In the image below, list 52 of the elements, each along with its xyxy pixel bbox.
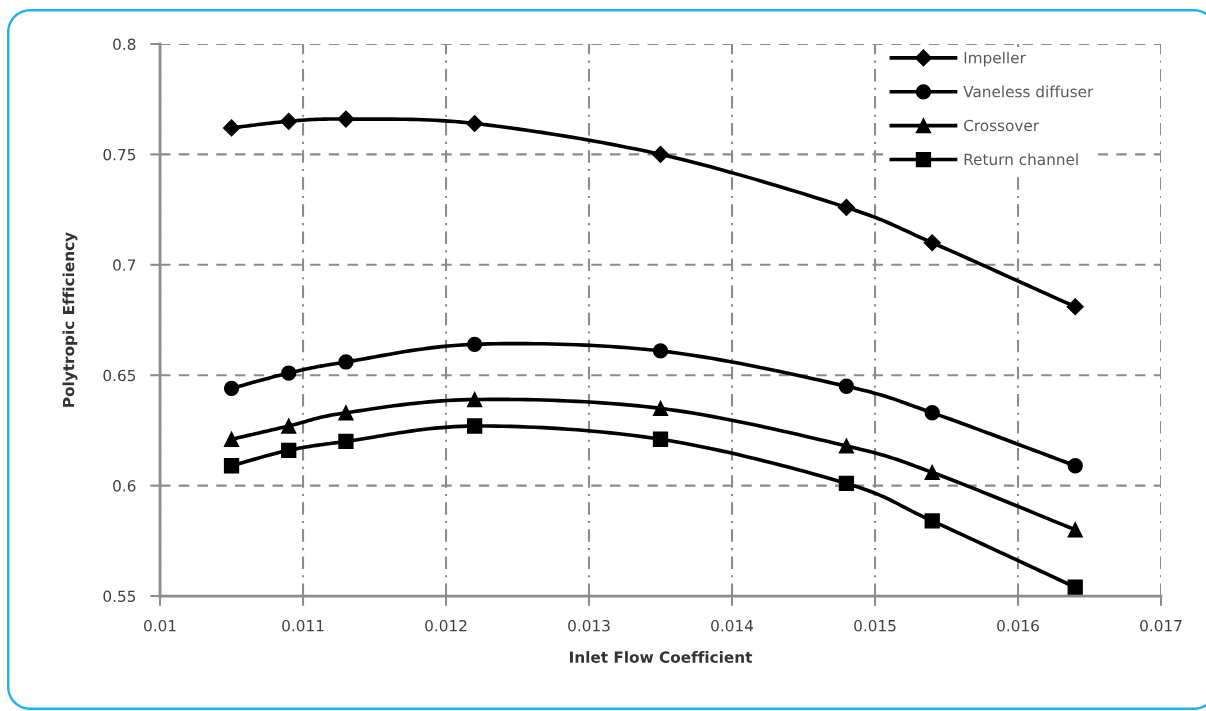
point <box>651 145 670 163</box>
point <box>281 365 297 381</box>
y-tick-label: 0.65 <box>103 369 136 382</box>
point <box>466 114 484 133</box>
point <box>652 431 669 447</box>
legend-label: Return channel <box>964 153 1078 166</box>
point <box>466 418 483 434</box>
point <box>1067 522 1083 538</box>
point <box>466 391 483 408</box>
point <box>838 378 855 394</box>
point <box>838 438 855 454</box>
x-tick-label: 0.013 <box>568 619 610 632</box>
x-tick-label: 0.011 <box>282 619 324 632</box>
point <box>281 442 297 458</box>
point <box>338 433 354 450</box>
y-tick-label: 0.8 <box>113 38 136 51</box>
x-tick-label: 0.015 <box>854 619 896 632</box>
point <box>338 354 354 370</box>
point <box>652 343 669 359</box>
point <box>223 458 240 474</box>
point <box>1066 298 1084 316</box>
point <box>466 336 483 352</box>
x-tick-label: 0.01 <box>144 619 176 632</box>
point <box>338 405 354 421</box>
point <box>1067 579 1083 595</box>
y-axis-title: Polytropic Efficiency <box>62 232 78 407</box>
point <box>281 418 297 434</box>
y-tick-label: 0.55 <box>103 590 136 603</box>
legend-label: Vaneless diffuser <box>963 85 1094 98</box>
point <box>223 380 240 397</box>
x-tick-label: 0.016 <box>997 619 1039 632</box>
point <box>1067 458 1083 474</box>
y-tick-label: 0.75 <box>103 148 136 161</box>
point <box>924 405 940 421</box>
point <box>838 475 855 492</box>
y-tick-label: 0.7 <box>113 259 136 271</box>
legend-label: Impeller <box>964 51 1026 67</box>
y-tick-label: 0.6 <box>113 480 136 492</box>
x-tick-label: 0.014 <box>711 619 754 632</box>
legend-label: Crossover <box>964 119 1040 132</box>
point <box>280 112 298 130</box>
x-tick-label: 0.017 <box>1140 619 1182 632</box>
point <box>337 110 355 128</box>
x-tick-label: 0.012 <box>425 619 467 632</box>
point <box>652 400 669 416</box>
point <box>924 464 940 481</box>
point <box>837 198 855 216</box>
x-axis-title: Inlet Flow Coefficient <box>570 651 753 663</box>
point <box>924 513 940 529</box>
point <box>222 119 241 137</box>
point <box>923 234 941 252</box>
point <box>223 431 240 447</box>
